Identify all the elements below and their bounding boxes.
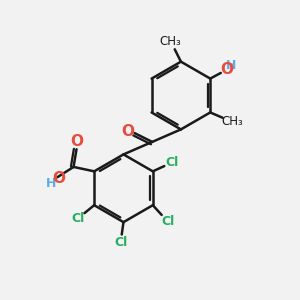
Text: O: O <box>220 62 233 77</box>
Text: H: H <box>226 59 236 72</box>
Text: Cl: Cl <box>165 156 178 169</box>
Text: Cl: Cl <box>161 215 174 228</box>
Text: H: H <box>46 177 57 190</box>
Text: O: O <box>122 124 135 139</box>
Text: O: O <box>70 134 83 149</box>
Text: Cl: Cl <box>71 212 85 225</box>
Text: O: O <box>52 171 65 186</box>
Text: Cl: Cl <box>114 236 127 249</box>
Text: CH₃: CH₃ <box>160 34 182 48</box>
Text: CH₃: CH₃ <box>221 115 243 128</box>
